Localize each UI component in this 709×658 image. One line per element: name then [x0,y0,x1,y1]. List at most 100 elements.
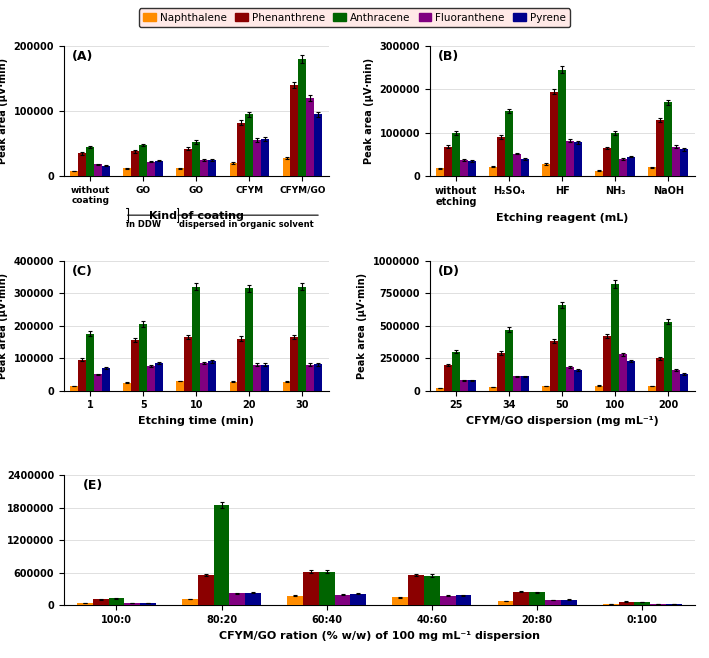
Text: (C): (C) [72,265,93,278]
Bar [596,386,603,391]
Bar [542,164,550,176]
Bar [603,604,618,605]
Text: dispersed in organic solvent: dispersed in organic solvent [179,220,314,230]
Bar [131,340,140,391]
Bar [521,376,529,391]
Bar [140,324,147,391]
Bar [456,595,471,605]
Bar [452,352,460,391]
Bar [335,595,350,605]
Bar [627,361,635,391]
Bar [680,149,688,176]
Bar [303,572,319,605]
X-axis label: CFYM/GO ration (% w/w) of 100 mg mL⁻¹ dispersion: CFYM/GO ration (% w/w) of 100 mg mL⁻¹ di… [219,630,540,641]
Bar [245,593,261,605]
Bar [611,284,619,391]
Bar [566,141,574,176]
Bar [666,604,681,605]
Bar [657,120,664,176]
Bar [672,370,680,391]
Bar [184,337,192,391]
Bar [497,353,506,391]
Bar [298,287,306,391]
Bar [291,85,298,176]
Bar [408,575,424,605]
Text: (E): (E) [83,479,103,492]
Bar [108,598,124,605]
Bar [262,139,269,176]
Bar [123,382,131,391]
Bar [177,381,184,391]
Bar [287,595,303,605]
Bar [230,594,245,605]
Bar [70,386,79,391]
Bar [521,159,529,176]
Bar [611,133,619,176]
Bar [262,365,269,391]
X-axis label: Etching reagent (mL): Etching reagent (mL) [496,213,628,223]
Bar [213,505,230,605]
X-axis label: CFYM/GO dispersion (mg mL⁻¹): CFYM/GO dispersion (mg mL⁻¹) [466,416,659,426]
Bar [306,98,314,176]
Bar [498,601,513,605]
Bar [550,91,558,176]
Bar [445,365,452,391]
Bar [440,595,456,605]
Bar [460,160,468,176]
Bar [619,159,627,176]
Bar [230,163,238,176]
Bar [506,111,513,176]
Bar [664,103,672,176]
Bar [664,322,672,391]
Bar [650,604,666,605]
Bar [198,575,213,605]
Bar [155,161,163,176]
Bar [680,374,688,391]
Bar [238,123,245,176]
Bar [208,160,216,176]
Bar [436,168,445,176]
Bar [468,380,476,391]
Bar [131,151,140,176]
Bar [506,330,513,391]
Bar [192,287,201,391]
X-axis label: Etching time (min): Etching time (min) [138,416,255,426]
Bar [79,360,86,391]
Bar [561,599,576,605]
X-axis label: Kind of coating: Kind of coating [149,211,244,221]
Bar [86,147,94,176]
Bar [201,363,208,391]
Text: (A): (A) [72,50,93,63]
Y-axis label: Peak area (μV·min): Peak area (μV·min) [364,58,374,164]
Bar [306,365,314,391]
Bar [155,363,163,391]
Bar [529,592,545,605]
Bar [208,361,216,391]
Bar [184,149,192,176]
Bar [94,164,102,176]
Bar [140,603,156,605]
Y-axis label: Peak area (μV·min): Peak area (μV·min) [357,272,367,379]
Bar [513,153,521,176]
Legend: Naphthalene, Phenanthrene, Anthracene, Fluoranthene, Pyrene: Naphthalene, Phenanthrene, Anthracene, F… [139,9,570,27]
Bar [283,382,291,391]
Bar [574,142,582,176]
Bar [291,337,298,391]
Bar [618,601,635,605]
Bar [93,599,108,605]
Bar [182,599,198,605]
Y-axis label: Peak area (μV·min): Peak area (μV·min) [0,488,1,594]
Bar [123,168,131,176]
Bar [147,162,155,176]
Bar [102,368,110,391]
Bar [253,140,262,176]
Bar [603,336,611,391]
Bar [245,114,253,176]
Bar [468,161,476,176]
Bar [245,288,253,391]
Bar [558,305,566,391]
Bar [489,166,497,176]
Bar [350,594,366,605]
Bar [283,158,291,176]
Bar [140,145,147,176]
